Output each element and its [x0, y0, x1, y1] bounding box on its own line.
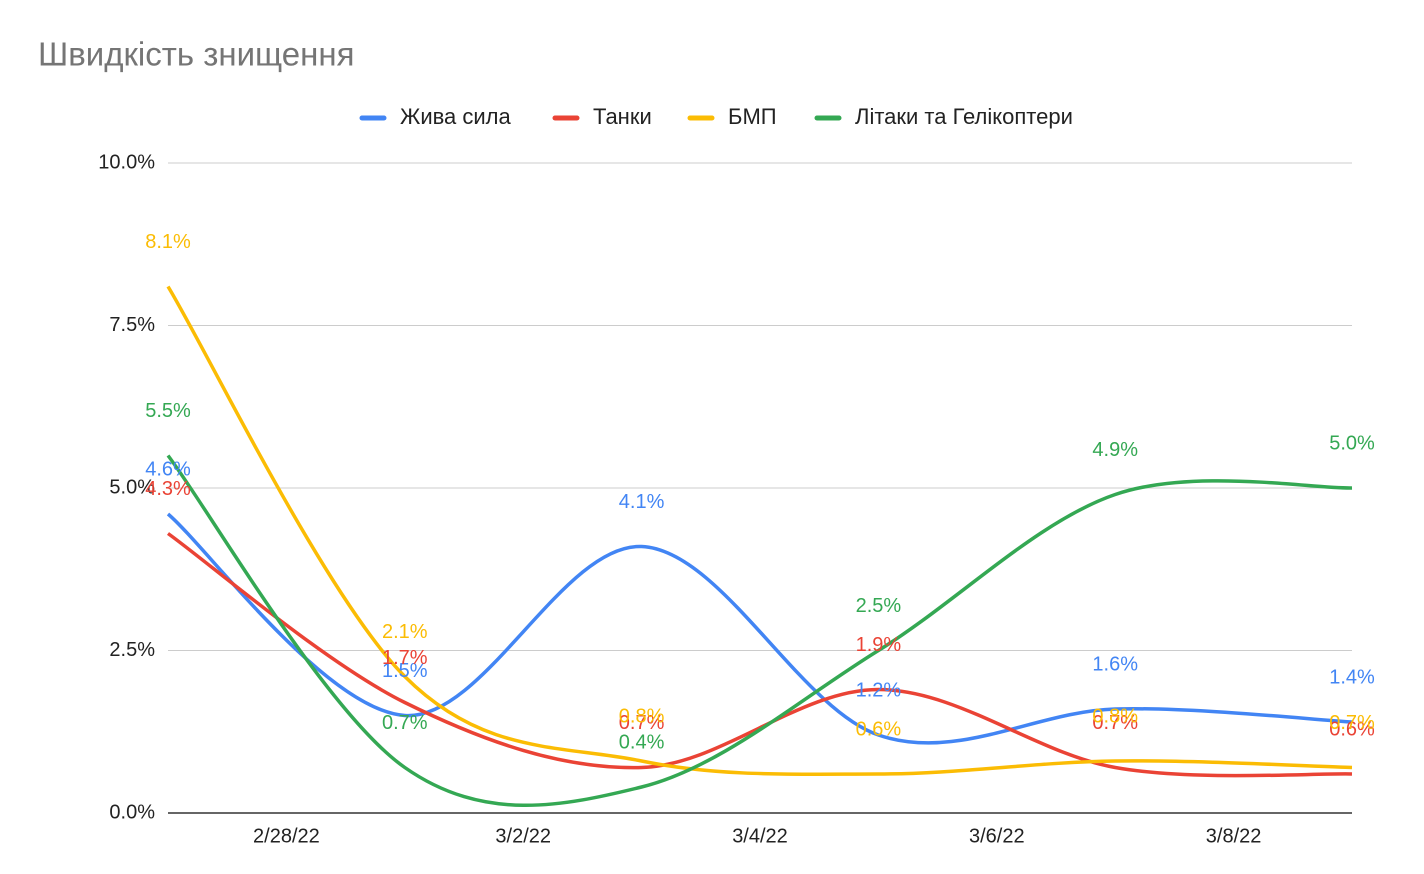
data-label: 4.1%	[619, 491, 665, 513]
data-label: 1.5%	[382, 660, 428, 682]
x-tick-label: 2/28/22	[253, 825, 320, 847]
data-label: 4.6%	[145, 458, 191, 480]
data-label: 1.4%	[1329, 666, 1375, 688]
data-label: 5.5%	[145, 400, 191, 422]
x-tick-label: 3/6/22	[969, 825, 1025, 847]
y-tick-label: 5.0%	[109, 476, 155, 498]
x-tick-label: 3/2/22	[495, 825, 551, 847]
data-label: 4.3%	[145, 478, 191, 500]
legend-label: Жива сила	[400, 104, 512, 129]
data-label: 0.7%	[1092, 712, 1138, 734]
series-line	[166, 512, 1353, 745]
data-label: 2.5%	[856, 595, 902, 617]
y-tick-label: 2.5%	[109, 639, 155, 661]
y-tick-label: 7.5%	[109, 314, 155, 336]
y-tick-label: 10.0%	[98, 151, 155, 173]
legend-label: Танки	[593, 104, 652, 129]
data-label: 0.8%	[619, 705, 665, 727]
data-label: 4.9%	[1092, 439, 1138, 461]
data-label: 0.6%	[856, 718, 902, 740]
x-tick-label: 3/4/22	[732, 825, 788, 847]
data-label: 5.0%	[1329, 432, 1375, 454]
data-label: 1.7%	[382, 647, 428, 669]
data-label: 8.1%	[145, 231, 191, 253]
data-label: 0.8%	[1092, 705, 1138, 727]
data-label: 2.1%	[382, 621, 428, 643]
data-label: 0.6%	[1329, 718, 1375, 740]
data-label: 1.6%	[1092, 653, 1138, 675]
data-label: 1.9%	[856, 634, 902, 656]
x-tick-label: 3/8/22	[1206, 825, 1262, 847]
legend-label: БМП	[728, 104, 777, 129]
data-label: 1.2%	[856, 679, 902, 701]
series-line	[166, 454, 1353, 808]
legend-label: Літаки та Гелікоптери	[855, 104, 1073, 129]
data-label: 0.7%	[1329, 712, 1375, 734]
series-line	[166, 285, 1353, 777]
series-line	[166, 532, 1353, 778]
data-label: 0.7%	[382, 712, 428, 734]
data-label: 0.7%	[619, 712, 665, 734]
y-tick-label: 0.0%	[109, 801, 155, 823]
chart-title: Швидкість знищення	[38, 36, 354, 73]
data-label: 0.4%	[619, 731, 665, 753]
